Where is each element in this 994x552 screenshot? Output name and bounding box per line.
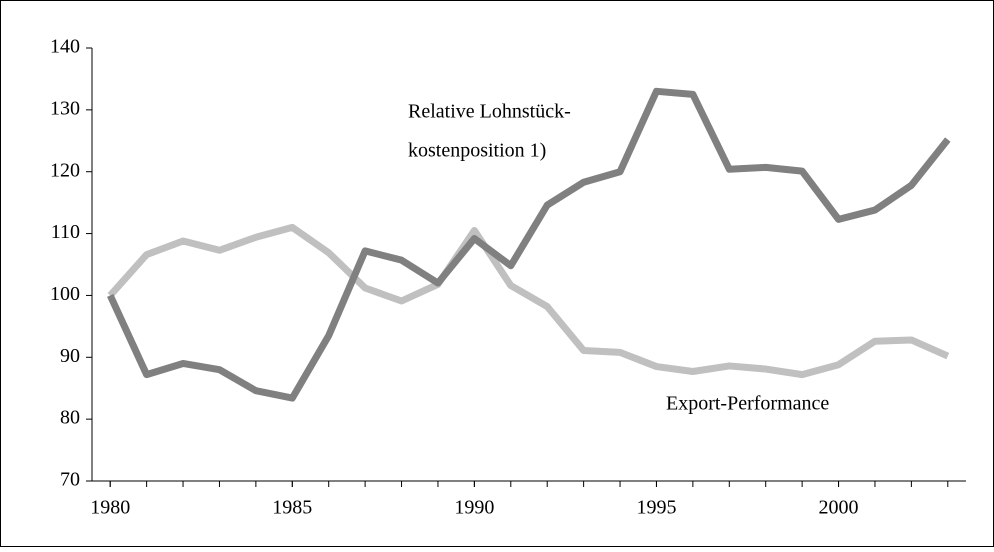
y-tick-label: 80: [60, 407, 80, 429]
y-tick-label: 90: [60, 345, 80, 367]
series-line: [107, 87, 951, 402]
annotation: Relative Lohnstück-: [408, 101, 571, 123]
x-tick-label: 1985: [272, 497, 312, 519]
x-tick-label: 1980: [90, 497, 130, 519]
annotation: kostenposition 1): [408, 140, 546, 162]
x-tick-label: 1990: [454, 497, 494, 519]
y-tick-label: 130: [50, 97, 80, 119]
y-tick-label: 120: [50, 159, 80, 181]
y-tick-label: 110: [51, 221, 80, 243]
y-tick-label: 140: [50, 36, 80, 58]
x-tick-label: 1995: [636, 497, 676, 519]
series-line: [107, 223, 950, 379]
annotation: Export-Performance: [666, 393, 829, 415]
x-tick-label: 2000: [819, 497, 859, 519]
y-tick-label: 100: [50, 283, 80, 305]
y-tick-label: 70: [60, 469, 80, 491]
